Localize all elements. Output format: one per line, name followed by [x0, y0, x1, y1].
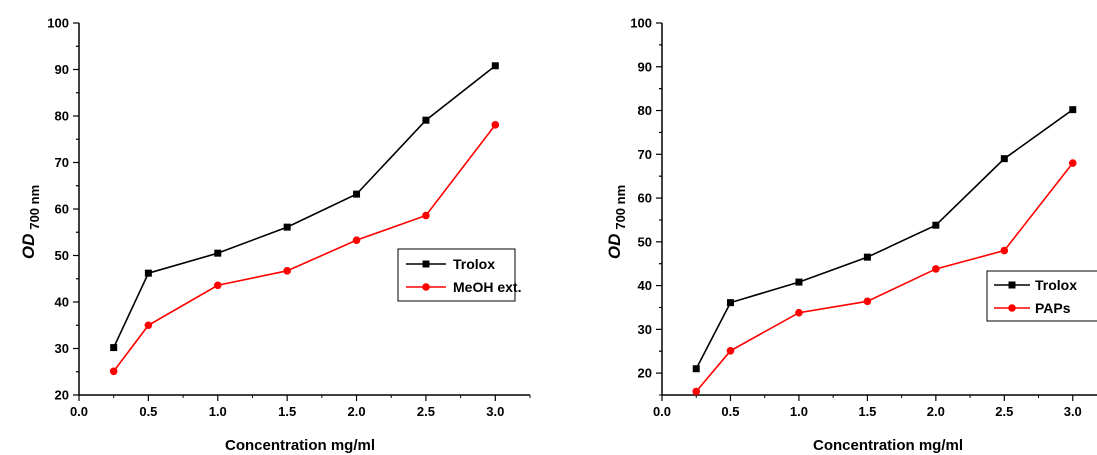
data-point-paps-right [863, 297, 872, 306]
plot-area-right: 0.0 0.5 1.0 1.5 2.0 2.5 3.0 20 30 40 50 60 70 80 90 100 [630, 16, 1097, 419]
y-tick-label-left: 20 [55, 388, 69, 403]
x-axis-title-right: Concentration mg/ml [813, 437, 963, 454]
data-point-trolox-right [692, 365, 700, 373]
y-tick-label-right: 40 [638, 278, 652, 293]
legend-left: Trolox MeOH ext. [397, 248, 521, 302]
y-axis-title-left: OD 700 nm [19, 185, 42, 259]
x-tick-label-right: 0.5 [721, 404, 739, 419]
x-tick-label-right: 0.0 [653, 404, 671, 419]
series-line-trolox-left [112, 65, 496, 348]
legend-right: Trolox PAPs [986, 270, 1097, 322]
data-point-paps-right [692, 387, 701, 396]
data-point-meoh-ext-left [283, 267, 291, 275]
y-tick-label-right: 50 [638, 234, 652, 249]
data-point-meoh-ext-left [491, 121, 500, 129]
data-point-meoh-ext-left [422, 211, 430, 220]
y-tick-label-right: 80 [638, 103, 652, 118]
chart-left: 0.0 0.5 1.0 1.5 2.0 2.5 3.0 20 30 40 50 60 70 80 90 100… [19, 16, 531, 454]
y-axis-title-sub-left: 700 nm [27, 185, 42, 230]
data-point-trolox-right [1069, 106, 1077, 114]
x-tick-label-left: 1.5 [278, 404, 296, 419]
x-tick-label-left: 0.0 [70, 404, 88, 419]
chart-right: 0.0 0.5 1.0 1.5 2.0 2.5 3.0 20 30 40 50 60 70 80 90 100… [605, 16, 1097, 454]
data-point-trolox-left [422, 116, 430, 124]
y-tick-label-right: 100 [630, 16, 652, 31]
y-tick-label-left: 60 [55, 202, 69, 217]
data-point-trolox-left [144, 269, 152, 277]
x-tick-label-left: 2.0 [347, 404, 365, 419]
x-tick-label-left: 0.5 [139, 404, 157, 419]
x-tick-label-right: 1.0 [790, 404, 808, 419]
y-tick-label-right: 30 [638, 322, 652, 337]
legend-label-trolox-left: Trolox [453, 256, 495, 272]
legend-swatch-marker-trolox-left [422, 260, 430, 268]
plot-area-left: 0.0 0.5 1.0 1.5 2.0 2.5 3.0 20 30 40 50 60 70 80 90 100 [47, 16, 531, 419]
x-tick-label-left: 1.0 [209, 404, 227, 419]
legend-box-left [397, 248, 516, 302]
x-tick-label-right: 3.0 [1064, 404, 1082, 419]
x-tick-label-right: 1.5 [858, 404, 876, 419]
legend-swatch-marker-paps-right [1008, 304, 1016, 312]
data-point-meoh-ext-left [144, 321, 153, 330]
y-tick-label-left: 70 [55, 155, 69, 170]
y-axis-title-main-left: OD [19, 234, 38, 260]
data-point-trolox-left [491, 62, 499, 70]
y-tick-label-right: 20 [638, 366, 652, 381]
legend-swatch-marker-trolox-right [1008, 281, 1016, 289]
data-point-trolox-right [932, 221, 940, 229]
data-point-paps-right [795, 308, 803, 317]
data-point-meoh-ext-left [352, 236, 361, 244]
data-point-trolox-right [726, 299, 734, 307]
x-tick-label-right: 2.0 [927, 404, 945, 419]
y-axis-title-main-right: OD [605, 234, 624, 260]
y-axis-title-right: OD 700 nm [605, 185, 628, 259]
data-point-paps-right [1068, 159, 1077, 167]
legend-swatch-marker-meoh-left [422, 283, 430, 291]
x-axis-title-left: Concentration mg/ml [225, 437, 375, 454]
data-point-trolox-left [283, 223, 291, 231]
data-point-trolox-right [795, 278, 803, 286]
legend-box-right [986, 270, 1097, 322]
y-tick-label-left: 30 [55, 341, 69, 356]
data-point-meoh-ext-left [109, 367, 118, 376]
y-tick-label-right: 70 [638, 147, 652, 162]
data-point-trolox-left [353, 190, 361, 198]
y-tick-label-right: 60 [638, 191, 652, 206]
data-point-meoh-ext-left [213, 281, 222, 290]
y-axis-title-sub-right: 700 nm [613, 185, 628, 230]
y-tick-label-left: 80 [55, 109, 69, 124]
legend-label-trolox-right: Trolox [1035, 277, 1077, 293]
series-line-meoh-ext-left [113, 124, 496, 372]
x-tick-label-left: 2.5 [417, 404, 435, 419]
x-tick-label-left: 3.0 [486, 404, 504, 419]
data-point-trolox-left [214, 249, 222, 257]
y-tick-label-left: 40 [55, 295, 69, 310]
x-tick-label-right: 2.5 [995, 404, 1013, 419]
series-line-trolox-right [695, 109, 1074, 370]
data-point-paps-right [726, 346, 735, 355]
data-point-paps-right [1000, 246, 1009, 255]
y-tick-label-right: 90 [638, 59, 652, 74]
y-tick-label-left: 50 [55, 248, 69, 263]
legend-label-paps-right: PAPs [1035, 300, 1071, 316]
y-tick-label-left: 100 [47, 16, 69, 31]
data-point-trolox-left [110, 344, 118, 352]
data-point-trolox-right [863, 253, 871, 261]
y-tick-label-left: 90 [55, 62, 69, 77]
data-point-trolox-right [1000, 155, 1008, 163]
legend-label-meoh-left: MeOH ext. [453, 279, 521, 295]
data-point-paps-right [932, 265, 940, 273]
